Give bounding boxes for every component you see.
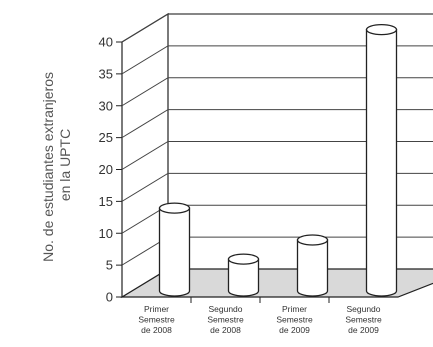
x-category-label-line: de 2009: [348, 325, 379, 335]
y-tick-label: 0: [106, 290, 113, 305]
x-category-label-line: Primer: [282, 304, 307, 314]
bar-top: [296, 234, 329, 246]
bar-top: [158, 202, 191, 214]
y-tick-label: 30: [99, 98, 113, 113]
x-category-label: Segundo Semestre de 2009: [345, 304, 382, 335]
x-category-label-line: Segundo: [208, 304, 242, 314]
x-category-label-line: de 2009: [279, 325, 310, 335]
y-tick-labels: 0 5 10 15 20 25 30 35 40: [99, 35, 122, 305]
x-category-label-line: Segundo: [346, 304, 380, 314]
y-tick-label: 20: [99, 162, 113, 177]
bar-body: [158, 207, 191, 297]
bar-4: [365, 23, 398, 297]
y-axis-label-line-1: No. de estudiantes extranjeros: [40, 72, 56, 262]
x-category-label-line: Semestre: [138, 315, 175, 325]
y-axis-label-line-2: en la UPTC: [57, 129, 73, 201]
x-category-label-line: Semestre: [345, 315, 382, 325]
y-tick-label: 10: [99, 226, 113, 241]
y-tick-label: 40: [99, 35, 113, 50]
x-category-label-line: de 2008: [141, 325, 172, 335]
x-category-label: Primer Semestre de 2009: [276, 304, 313, 335]
x-category-label: Primer Semestre de 2008: [138, 304, 175, 335]
x-category-label-line: de 2008: [210, 325, 241, 335]
x-category-label: Segundo Semestre de 2008: [207, 304, 244, 335]
y-tick-label: 35: [99, 66, 113, 81]
x-category-label-line: Semestre: [207, 315, 244, 325]
bar-top: [365, 23, 398, 36]
bar-body: [365, 28, 398, 297]
bar-2: [227, 253, 260, 297]
y-tick-label: 25: [99, 130, 113, 145]
x-category-label-line: Primer: [144, 304, 169, 314]
bar-1: [158, 202, 191, 297]
bar-3: [296, 234, 329, 297]
bar-body: [227, 258, 260, 297]
y-axis-label: No. de estudiantes extranjeros en la UPT…: [40, 68, 73, 262]
y-tick-label: 15: [99, 194, 113, 209]
bar-body: [296, 239, 329, 297]
bars: [158, 23, 398, 297]
gridline: [121, 13, 433, 43]
x-category-label-line: Semestre: [276, 315, 313, 325]
bar-top: [227, 253, 260, 265]
y-tick-label: 5: [106, 258, 113, 273]
